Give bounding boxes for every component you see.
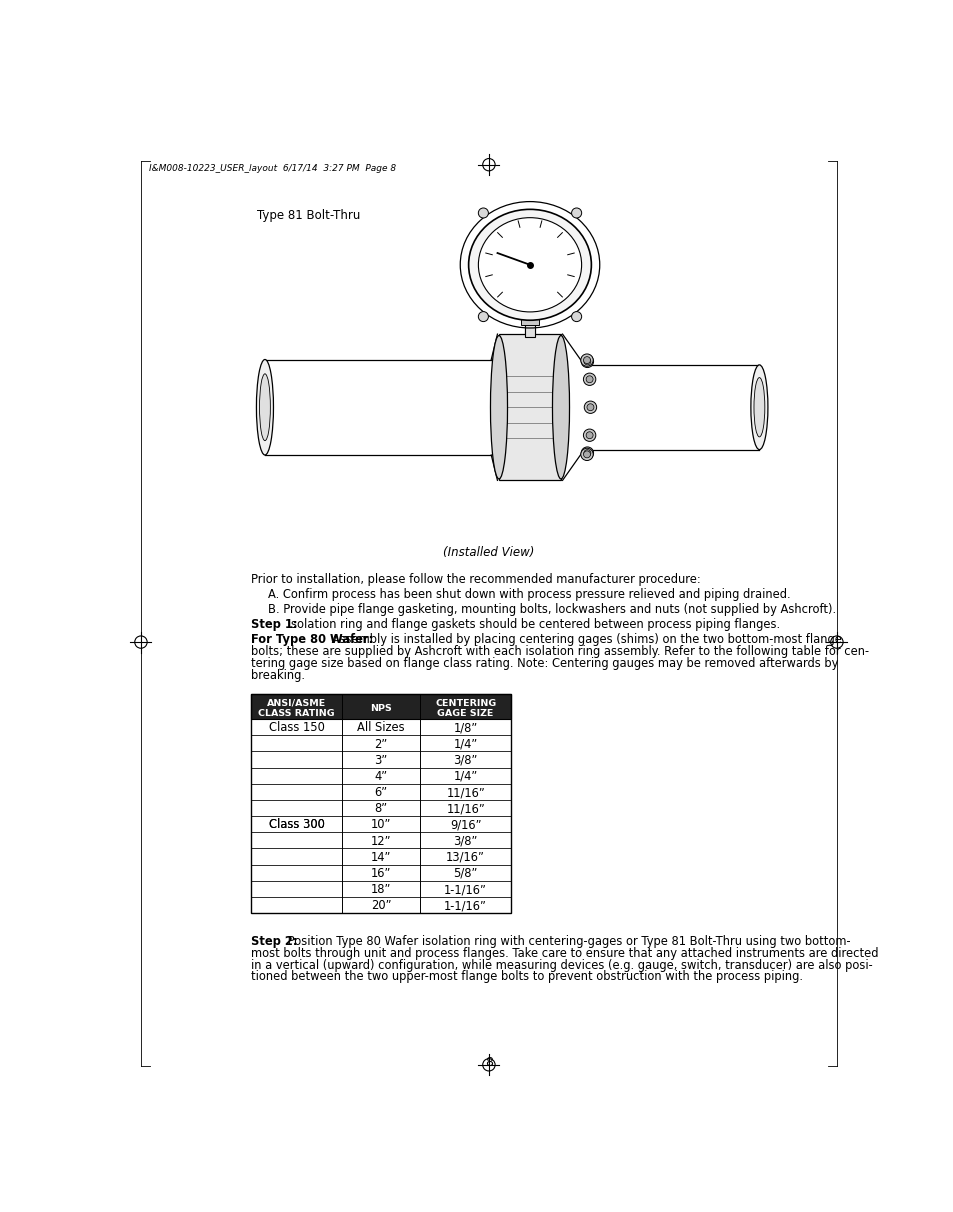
Ellipse shape (583, 450, 590, 457)
Text: 8: 8 (484, 1056, 493, 1069)
Text: Assembly is installed by placing centering gages (shims) on the two bottom-most : Assembly is installed by placing centeri… (328, 633, 841, 646)
Bar (251, 694, 511, 913)
Bar (251, 848, 511, 864)
Text: 1-1/16”: 1-1/16” (444, 884, 487, 896)
Ellipse shape (571, 311, 581, 321)
Bar (251, 800, 511, 816)
Text: 5/8”: 5/8” (453, 867, 477, 880)
Ellipse shape (753, 378, 764, 436)
Text: Position Type 80 Wafer isolation ring with centering-gages or Type 81 Bolt-Thru : Position Type 80 Wafer isolation ring wi… (283, 934, 849, 948)
Ellipse shape (477, 311, 488, 321)
Ellipse shape (580, 448, 593, 461)
Ellipse shape (477, 208, 488, 218)
Bar (251, 833, 511, 848)
Text: CENTERING
GAGE SIZE: CENTERING GAGE SIZE (435, 698, 496, 718)
Text: 6”: 6” (375, 787, 387, 799)
Text: 14”: 14” (371, 851, 391, 864)
Bar (251, 897, 511, 913)
Ellipse shape (571, 208, 581, 218)
Ellipse shape (583, 358, 590, 365)
Ellipse shape (750, 365, 767, 450)
Text: 8”: 8” (375, 802, 387, 816)
Ellipse shape (552, 336, 569, 479)
Text: 1/8”: 1/8” (453, 721, 477, 734)
Text: 20”: 20” (371, 899, 391, 913)
Ellipse shape (580, 447, 593, 459)
Text: 1-1/16”: 1-1/16” (444, 899, 487, 913)
Text: Class 300: Class 300 (269, 818, 324, 831)
Bar (251, 719, 511, 736)
Text: Step 1:: Step 1: (251, 618, 297, 630)
Bar (251, 694, 511, 719)
Text: 3/8”: 3/8” (453, 835, 477, 847)
Ellipse shape (259, 373, 270, 441)
Text: 9/16”: 9/16” (450, 818, 481, 831)
Bar (521, 291, 537, 301)
Ellipse shape (583, 429, 596, 441)
Ellipse shape (585, 376, 593, 383)
Bar (521, 303, 537, 313)
Text: 10”: 10” (371, 818, 391, 831)
Ellipse shape (256, 360, 274, 454)
Text: For Type 80 Wafer:: For Type 80 Wafer: (251, 633, 373, 646)
Text: ANSI/ASME
CLASS RATING: ANSI/ASME CLASS RATING (258, 698, 335, 718)
Text: 3”: 3” (375, 754, 388, 767)
Bar (251, 784, 511, 800)
Ellipse shape (586, 404, 594, 411)
Bar (251, 881, 511, 897)
Text: (Installed View): (Installed View) (443, 545, 534, 559)
Text: Isolation ring and flange gaskets should be centered between process piping flan: Isolation ring and flange gaskets should… (283, 618, 779, 630)
Text: 18”: 18” (371, 884, 391, 896)
Ellipse shape (468, 210, 591, 320)
Text: bolts; these are supplied by Ashcroft with each isolation ring assembly. Refer t: bolts; these are supplied by Ashcroft wi… (251, 645, 868, 658)
Text: breaking.: breaking. (251, 669, 305, 681)
Text: I&M008-10223_USER_layout  6/17/14  3:27 PM  Page 8: I&M008-10223_USER_layout 6/17/14 3:27 PM… (149, 164, 395, 173)
Text: 11/16”: 11/16” (446, 787, 484, 799)
Bar (251, 751, 511, 767)
Text: Prior to installation, please follow the recommended manufacturer procedure:: Prior to installation, please follow the… (251, 573, 700, 585)
Bar (498, 335, 560, 480)
Text: 3/8”: 3/8” (453, 754, 477, 767)
Text: most bolts through unit and process flanges. Take care to ensure that any attach: most bolts through unit and process flan… (251, 947, 878, 960)
Text: 12”: 12” (371, 835, 391, 847)
Text: 4”: 4” (375, 770, 387, 783)
Ellipse shape (583, 451, 590, 458)
Text: Class 300: Class 300 (269, 818, 324, 830)
Ellipse shape (583, 401, 596, 413)
Text: 16”: 16” (371, 867, 391, 880)
Bar (251, 864, 511, 881)
Text: B. Provide pipe flange gasketing, mounting bolts, lockwashers and nuts (not supp: B. Provide pipe flange gasketing, mounti… (268, 602, 835, 616)
Ellipse shape (580, 354, 593, 366)
Ellipse shape (585, 431, 593, 439)
Bar (251, 767, 511, 784)
Text: Type 81 Bolt-Thru: Type 81 Bolt-Thru (257, 208, 360, 222)
Text: Step 2:: Step 2: (251, 934, 297, 948)
Bar (524, 307, 535, 335)
Ellipse shape (477, 218, 581, 311)
Text: A. Confirm process has been shut down with process pressure relieved and piping : A. Confirm process has been shut down wi… (268, 588, 790, 601)
Text: 2”: 2” (375, 738, 388, 750)
Bar (251, 736, 511, 751)
Text: All Sizes: All Sizes (357, 721, 405, 734)
Ellipse shape (583, 373, 596, 385)
Text: in a vertical (upward) configuration, while measuring devices (e.g. gauge, switc: in a vertical (upward) configuration, wh… (251, 959, 872, 972)
Bar (524, 324, 535, 337)
Text: 11/16”: 11/16” (446, 802, 484, 816)
Text: tering gage size based on flange class rating. Note: Centering gauges may be rem: tering gage size based on flange class r… (251, 657, 838, 670)
Text: tioned between the two upper-most flange bolts to prevent obstruction with the p: tioned between the two upper-most flange… (251, 971, 802, 983)
Text: Class 150: Class 150 (269, 721, 324, 734)
Ellipse shape (580, 355, 593, 367)
Text: 13/16”: 13/16” (446, 851, 485, 864)
Text: 1/4”: 1/4” (453, 770, 477, 783)
Ellipse shape (583, 356, 590, 364)
Text: 1/4”: 1/4” (453, 738, 477, 750)
Bar (251, 816, 511, 833)
Text: NPS: NPS (370, 704, 392, 713)
Ellipse shape (490, 336, 507, 479)
Bar (521, 315, 537, 325)
